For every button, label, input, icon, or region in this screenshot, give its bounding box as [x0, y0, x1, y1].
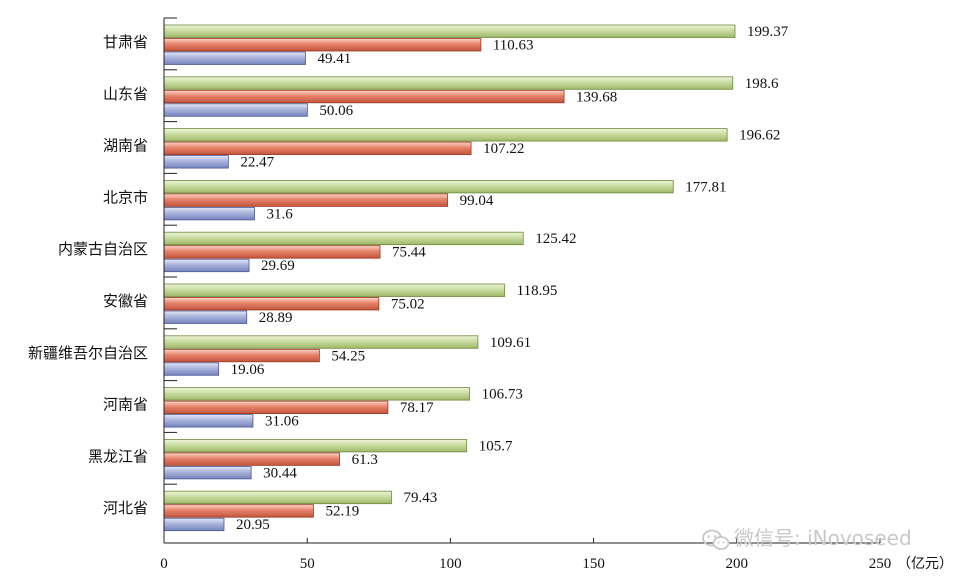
value-label: 30.44 [263, 465, 297, 481]
category-label: 新疆维吾尔自治区 [28, 344, 148, 362]
value-label: 125.42 [535, 231, 576, 247]
bar-blue [163, 362, 219, 376]
wechat-icon [702, 529, 730, 550]
bar-red [163, 348, 320, 363]
x-tick-label: 50 [300, 556, 315, 572]
category-label: 河北省 [103, 499, 148, 517]
value-label: 61.3 [352, 452, 378, 468]
value-label: 29.69 [261, 258, 295, 274]
value-label: 54.25 [331, 348, 365, 364]
bar-green [163, 76, 734, 90]
x-tick-label: 150 [582, 556, 605, 572]
watermark: 微信号: iNovoseed [702, 526, 912, 550]
category-label: 湖南省 [103, 137, 148, 155]
bar-green [163, 231, 524, 246]
bar-red [163, 89, 565, 104]
bar-green [163, 24, 736, 38]
category-label: 山东省 [103, 85, 148, 103]
bar-red [163, 245, 381, 259]
bar-blue [163, 414, 254, 428]
value-label: 49.41 [318, 51, 352, 67]
bar-green [163, 179, 674, 194]
bar-green [163, 438, 468, 453]
value-label: 50.06 [319, 103, 353, 119]
value-label: 107.22 [483, 141, 524, 157]
bar-blue [163, 465, 252, 480]
bar-red [163, 297, 380, 311]
value-label: 177.81 [685, 179, 726, 195]
bar-blue [163, 51, 306, 65]
value-label: 99.04 [460, 193, 494, 209]
value-label: 31.06 [265, 414, 299, 430]
value-label: 78.17 [400, 400, 434, 416]
bar-blue [163, 310, 248, 324]
bar-green [163, 283, 506, 297]
bar-green [163, 128, 728, 142]
value-label: 75.44 [392, 245, 426, 261]
value-label: 28.89 [259, 310, 293, 326]
value-label: 109.61 [490, 335, 531, 351]
value-label: 110.63 [493, 38, 534, 54]
value-label: 196.62 [739, 128, 780, 144]
bar-red [163, 38, 482, 52]
value-label: 75.02 [391, 297, 425, 313]
bar-green [163, 387, 471, 401]
value-label: 20.95 [236, 517, 270, 533]
value-label: 118.95 [517, 283, 558, 299]
value-label: 52.19 [325, 504, 359, 520]
bar-blue [163, 517, 225, 532]
bar-red [163, 193, 449, 207]
x-unit-label: （亿元） [897, 556, 953, 572]
bar-red [163, 452, 340, 466]
bar-blue [163, 155, 229, 169]
x-tick-label: 250 [869, 556, 892, 572]
bar-green [163, 490, 392, 505]
category-label: 北京市 [103, 188, 148, 206]
category-label: 内蒙古自治区 [58, 240, 148, 258]
value-label: 79.43 [403, 490, 437, 506]
bar-red [163, 400, 389, 415]
category-label: 甘肃省 [103, 33, 148, 51]
bar-blue [163, 258, 250, 273]
value-label: 19.06 [231, 362, 265, 378]
value-label: 105.7 [479, 438, 513, 454]
bar-blue [163, 206, 255, 221]
category-label: 河南省 [103, 396, 148, 414]
value-label: 22.47 [240, 155, 274, 171]
bar-red [163, 504, 314, 518]
watermark-text: 微信号: iNovoseed [734, 526, 912, 550]
bar-green [163, 335, 479, 349]
bar-blue [163, 103, 308, 117]
value-label: 31.6 [267, 206, 294, 222]
category-label: 黑龙江省 [88, 447, 148, 465]
value-label: 139.68 [576, 89, 617, 105]
category-label: 安徽省 [103, 292, 148, 310]
x-tick-label: 200 [726, 556, 749, 572]
value-label: 106.73 [482, 387, 523, 403]
x-tick-label: 0 [160, 556, 168, 572]
value-label: 198.6 [745, 76, 779, 92]
value-label: 199.37 [747, 24, 789, 40]
x-tick-label: 100 [439, 556, 462, 572]
bar-red [163, 141, 472, 156]
